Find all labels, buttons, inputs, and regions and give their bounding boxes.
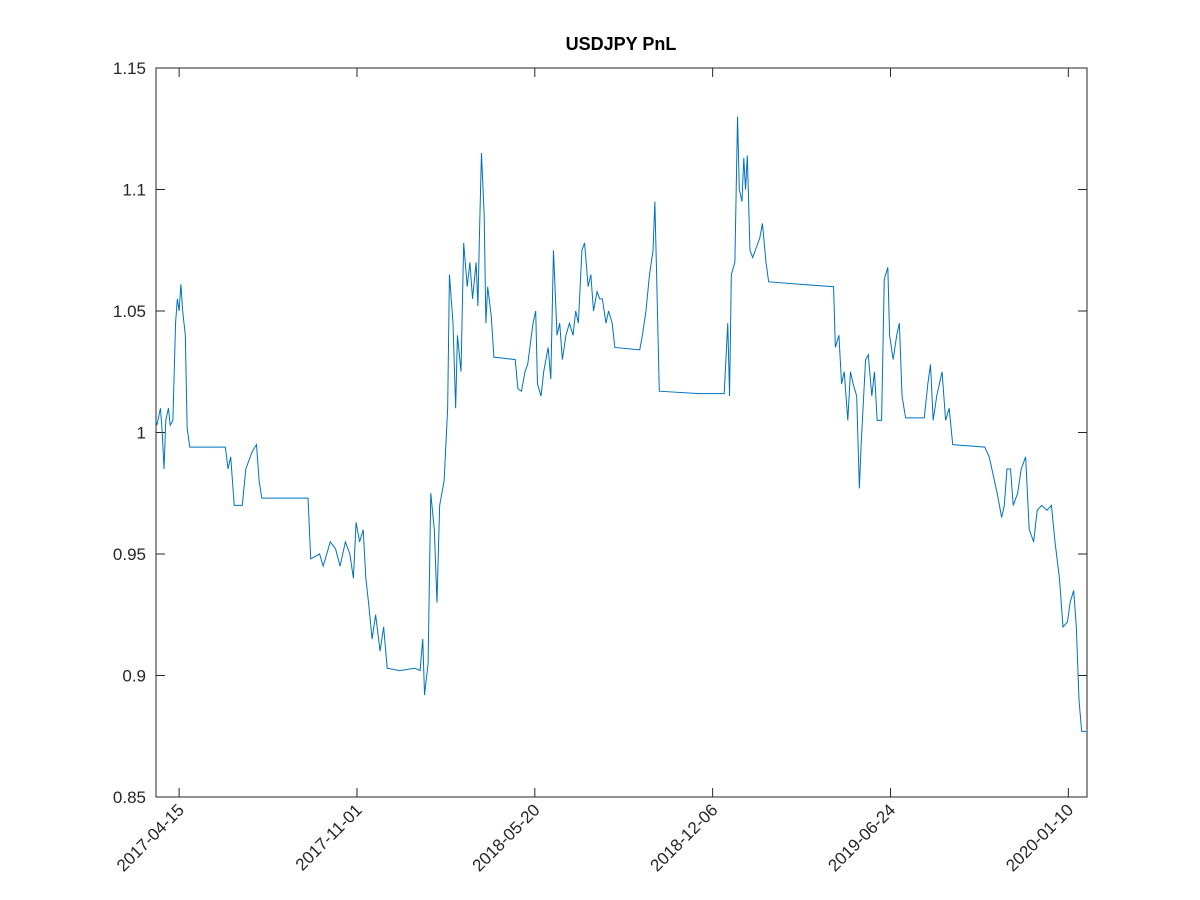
data-line	[155, 116, 1087, 732]
y-tick-label: 1.1	[122, 181, 146, 200]
y-tick-label: 0.85	[113, 788, 146, 807]
y-tick-label: 0.95	[113, 545, 146, 564]
y-tick-label: 0.9	[122, 667, 146, 686]
y-tick-label: 1	[137, 424, 146, 443]
axes-box	[155, 67, 1088, 798]
y-tick-label: 1.15	[113, 59, 146, 78]
chart-title: USDJPY PnL	[566, 34, 677, 54]
y-tick-label: 1.05	[113, 302, 146, 321]
